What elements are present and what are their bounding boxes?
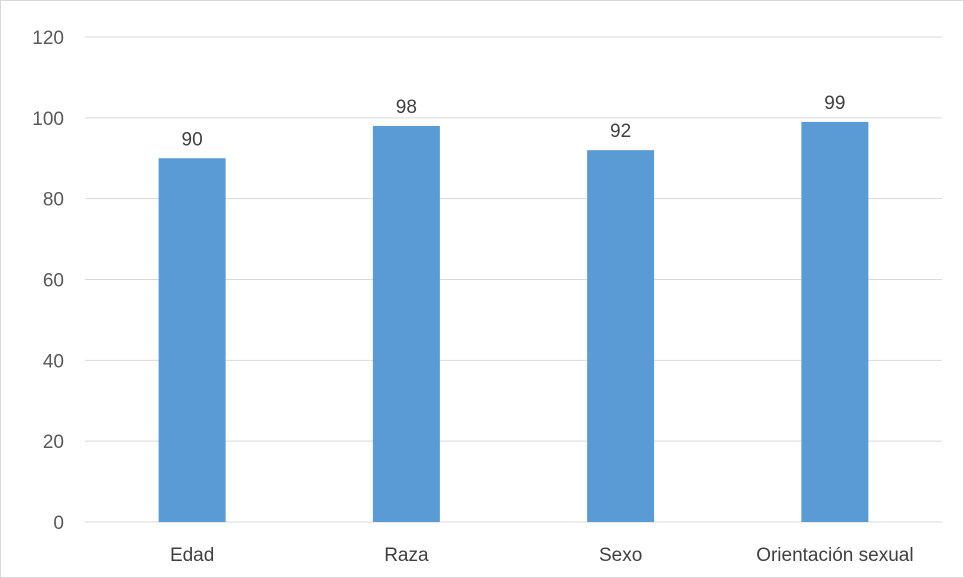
bar-sexo <box>587 150 654 522</box>
y-tick-label-60: 60 <box>43 271 64 292</box>
data-label: 99 <box>824 93 845 114</box>
y-tick-label-120: 120 <box>32 28 64 49</box>
data-label: 90 <box>182 129 203 150</box>
y-axis-tick-labels: 0 20 40 60 80 100 120 <box>32 28 64 534</box>
y-tick-label-20: 20 <box>43 432 64 453</box>
data-label: 98 <box>396 97 417 118</box>
bar-raza <box>373 126 440 522</box>
x-category-label: Raza <box>384 545 429 566</box>
data-labels: 90 98 92 99 <box>182 93 846 150</box>
x-category-label: Orientación sexual <box>756 545 913 566</box>
x-axis-category-labels: Edad Raza Sexo Orientación sexual <box>170 545 914 566</box>
data-label: 92 <box>610 121 631 142</box>
y-tick-label-80: 80 <box>43 190 64 211</box>
x-category-label: Edad <box>170 545 214 566</box>
bar-orientaci-n-sexual <box>801 122 868 522</box>
y-tick-label-100: 100 <box>32 109 64 130</box>
y-tick-label-40: 40 <box>43 351 64 372</box>
bars <box>159 122 869 522</box>
y-tick-label-0: 0 <box>53 513 64 534</box>
x-category-label: Sexo <box>599 545 642 566</box>
bar-edad <box>159 158 226 522</box>
